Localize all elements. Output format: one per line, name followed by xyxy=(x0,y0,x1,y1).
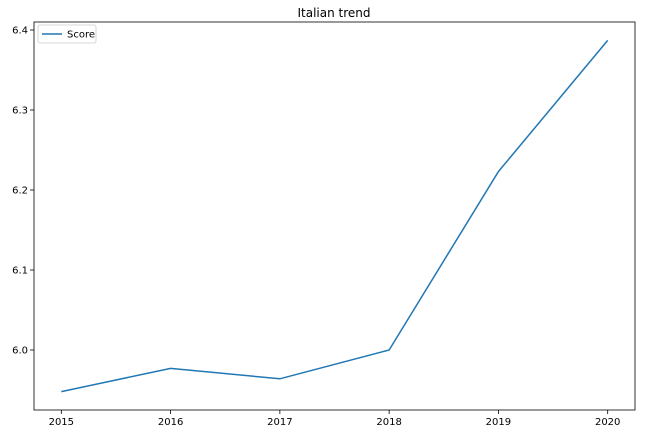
x-axis: 2015 2016 2017 2018 2019 2020 xyxy=(49,410,620,428)
y-tick-label: 6.1 xyxy=(12,266,28,277)
chart-title: Italian trend xyxy=(297,6,370,20)
plot-area xyxy=(33,21,636,411)
plot-frame xyxy=(33,21,636,411)
x-tick-label: 2019 xyxy=(486,417,511,428)
legend: Score xyxy=(37,24,97,44)
x-tick-label: 2018 xyxy=(376,417,401,428)
series-line-score xyxy=(61,39,609,393)
series-layer xyxy=(61,39,609,393)
legend-box xyxy=(37,24,97,44)
y-tick-label: 6.4 xyxy=(12,26,28,37)
x-tick-label: 2015 xyxy=(49,417,74,428)
x-tick-label: 2020 xyxy=(595,417,620,428)
legend-label: Score xyxy=(67,30,95,41)
y-tick-label: 6.0 xyxy=(12,346,28,357)
y-tick-label: 6.3 xyxy=(12,106,28,117)
x-tick-label: 2017 xyxy=(267,417,292,428)
x-tick-label: 2016 xyxy=(158,417,183,428)
y-axis: 6.0 6.1 6.2 6.3 6.4 xyxy=(12,26,34,357)
y-tick-label: 6.2 xyxy=(12,186,28,197)
